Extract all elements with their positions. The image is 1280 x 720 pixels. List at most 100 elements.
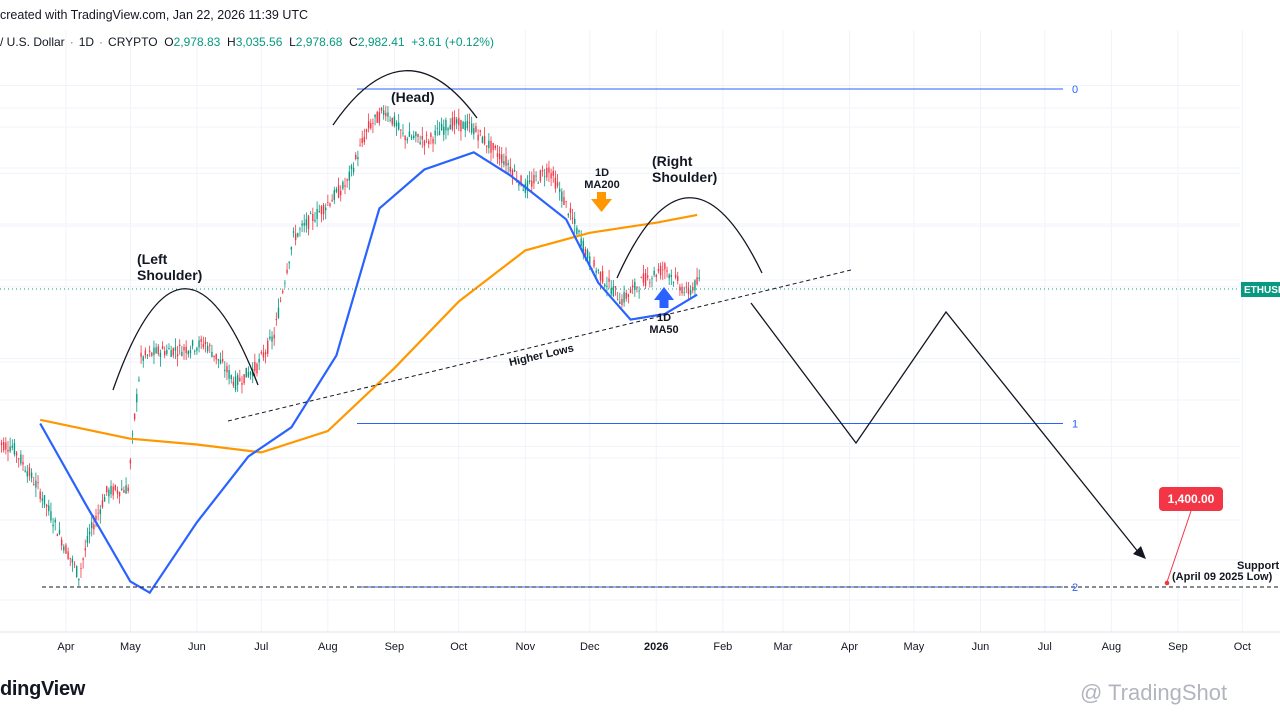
candle-body [539,170,542,181]
candle-body [443,126,445,135]
candle-body [445,119,447,131]
candle-body [78,578,80,581]
candle-body [580,238,582,247]
candle-body [385,112,387,117]
candle-body [54,519,56,523]
candle-body [297,233,299,237]
candle-body [133,413,136,420]
candle-body [481,136,484,143]
candle-body [273,334,275,339]
candle-body [142,356,144,361]
candle-body [176,354,179,357]
candle-body [453,116,456,126]
candle-body [352,167,355,173]
candle-body [232,381,235,386]
projection-arrowhead [1133,546,1146,559]
open-label: O [164,35,174,49]
candle-body [305,219,308,226]
candle-body [685,286,688,288]
candle-body [292,231,295,233]
candle-body [45,504,48,507]
candle-body [698,277,700,279]
candle-body [561,191,563,202]
candle-body [136,394,138,403]
candle-body [221,359,224,362]
candle-body [211,351,213,357]
candle-body [400,129,402,131]
candle-body [355,154,357,159]
candle-body [413,135,415,139]
candle-body [556,182,559,186]
candle-body [621,298,623,305]
symbol-price-badge [1241,282,1280,297]
candle-body [668,274,670,279]
candle-body [303,223,305,226]
x-tick-label: Jul [1038,641,1052,653]
candle-body [503,161,505,165]
candle-body [488,140,490,149]
candle-body [99,509,101,514]
candle-body [449,124,451,130]
candle-body [91,522,93,529]
candle-body [170,350,172,357]
candle-body [185,346,187,354]
x-tick-label: 2026 [644,641,668,653]
x-tick-label: Nov [516,641,536,653]
candle-body [271,336,273,342]
close-value: 2,982.41 [357,35,405,49]
candle-body [7,449,9,452]
candle-body [387,112,389,117]
symbol-info-bar: / U.S. Dollar · 1D · CRYPTO O2,978.83 H3,035… [0,35,494,49]
candle-body [507,163,509,166]
candle-body [438,131,441,136]
candle-body [687,287,690,295]
target-badge[interactable] [1159,487,1223,511]
candle-body [475,126,477,132]
x-tick-label: Sep [1168,641,1188,653]
x-tick-label: Feb [713,641,732,653]
candle-body [436,127,439,129]
candle-body [651,278,653,280]
candle-body [88,531,91,535]
candle-body [672,282,675,284]
candle-body [522,189,524,191]
candle-body [543,176,546,178]
candle-body [286,269,288,274]
candle-body [505,156,507,166]
candle-body [653,270,655,275]
candle-body [196,347,198,351]
candle-body [460,120,462,132]
chart-grid [0,30,1243,632]
candle-body [294,233,297,241]
candle-body [129,460,132,464]
candle-body [501,154,503,164]
candle-body [571,217,574,219]
candle-body [610,287,612,295]
candle-body [148,350,151,352]
candle-body [479,130,481,132]
candle-body [340,190,342,196]
candle-body [642,273,645,283]
candle-body [307,215,310,230]
candle-body [24,470,26,472]
ma50-label-1: 1D [657,312,671,324]
candle-body [37,482,39,484]
candle-body [623,292,625,303]
candle-body [655,274,657,277]
candle-body [511,169,514,177]
candle-body [138,379,140,381]
support-label-2: (April 09 2025 Low) [1172,571,1273,583]
symbol-name[interactable]: / U.S. Dollar [0,35,65,49]
candle-body [157,346,159,354]
close-label: C [349,35,358,49]
candle-body [258,358,260,363]
candle-body [106,486,108,493]
candle-body [631,285,634,288]
candle-body [616,299,619,301]
right-shoulder-arc [616,197,763,279]
candle-body [125,485,127,494]
candle-body [123,490,125,493]
interval[interactable]: 1D [78,35,95,49]
candle-body [535,175,537,177]
